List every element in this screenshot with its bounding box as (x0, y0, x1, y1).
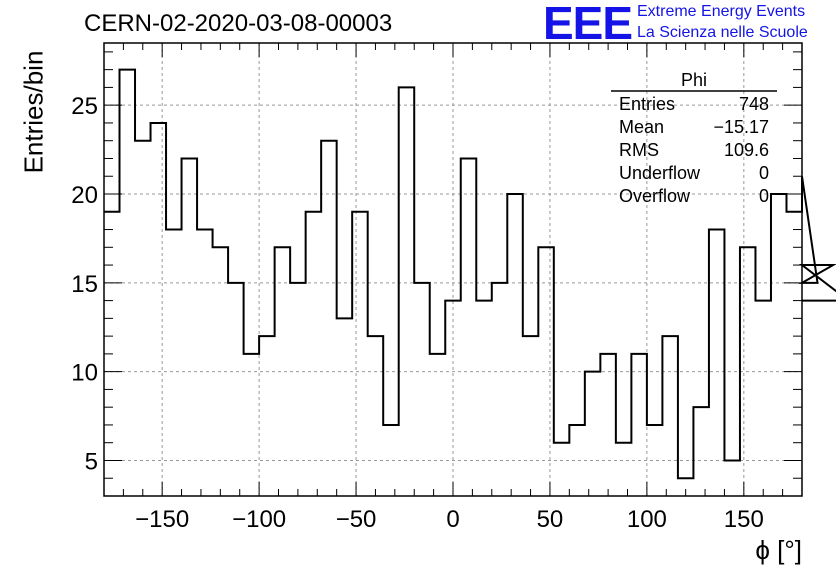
stats-row-label: RMS (619, 140, 659, 160)
x-tick-label: −150 (135, 506, 189, 533)
stats-row-label: Underflow (619, 163, 701, 183)
x-tick-label: −50 (336, 506, 377, 533)
stats-row-label: Mean (619, 117, 664, 137)
stats-row-value: 0 (759, 186, 769, 206)
grid-lines (104, 43, 802, 496)
y-tick-label: 15 (71, 271, 98, 298)
x-tick-label: 0 (446, 506, 459, 533)
x-tick-label: −100 (232, 506, 286, 533)
y-tick-label: 20 (71, 182, 98, 209)
stats-row-label: Entries (619, 94, 675, 114)
y-axis-label: Entries/bin (18, 50, 49, 174)
chart-title: CERN-02-2020-03-08-00003 (84, 10, 393, 37)
stats-row-value: 109.6 (724, 140, 769, 160)
stats-box-title: Phi (681, 70, 707, 90)
logo-line-1: Extreme Energy Events (637, 3, 806, 20)
x-tick-label: 100 (627, 506, 667, 533)
stats-row-value: 748 (739, 94, 769, 114)
axis-ticks (103, 43, 803, 497)
x-axis-label: ϕ [°] (755, 535, 802, 565)
axis-tick-labels: −150 −100 −50 0 50 100 150 5 10 15 20 25 (71, 93, 764, 533)
stats-row-value: −15.17 (713, 117, 769, 137)
stats-box: Phi Entries 748 Mean −15.17 RMS 109.6 Underflow… (611, 70, 777, 206)
y-tick-label: 25 (71, 93, 98, 120)
x-tick-label: 50 (537, 506, 564, 533)
logo-line-2: La Scienza nelle Scuole (637, 24, 808, 41)
stats-row-label: Overflow (619, 186, 691, 206)
histogram-line (104, 68, 836, 480)
y-tick-label: 10 (71, 360, 98, 387)
y-tick-label: 5 (85, 448, 98, 475)
stats-row-value: 0 (759, 163, 769, 183)
eee-logo: EEE (543, 0, 633, 49)
x-tick-label: 150 (724, 506, 764, 533)
